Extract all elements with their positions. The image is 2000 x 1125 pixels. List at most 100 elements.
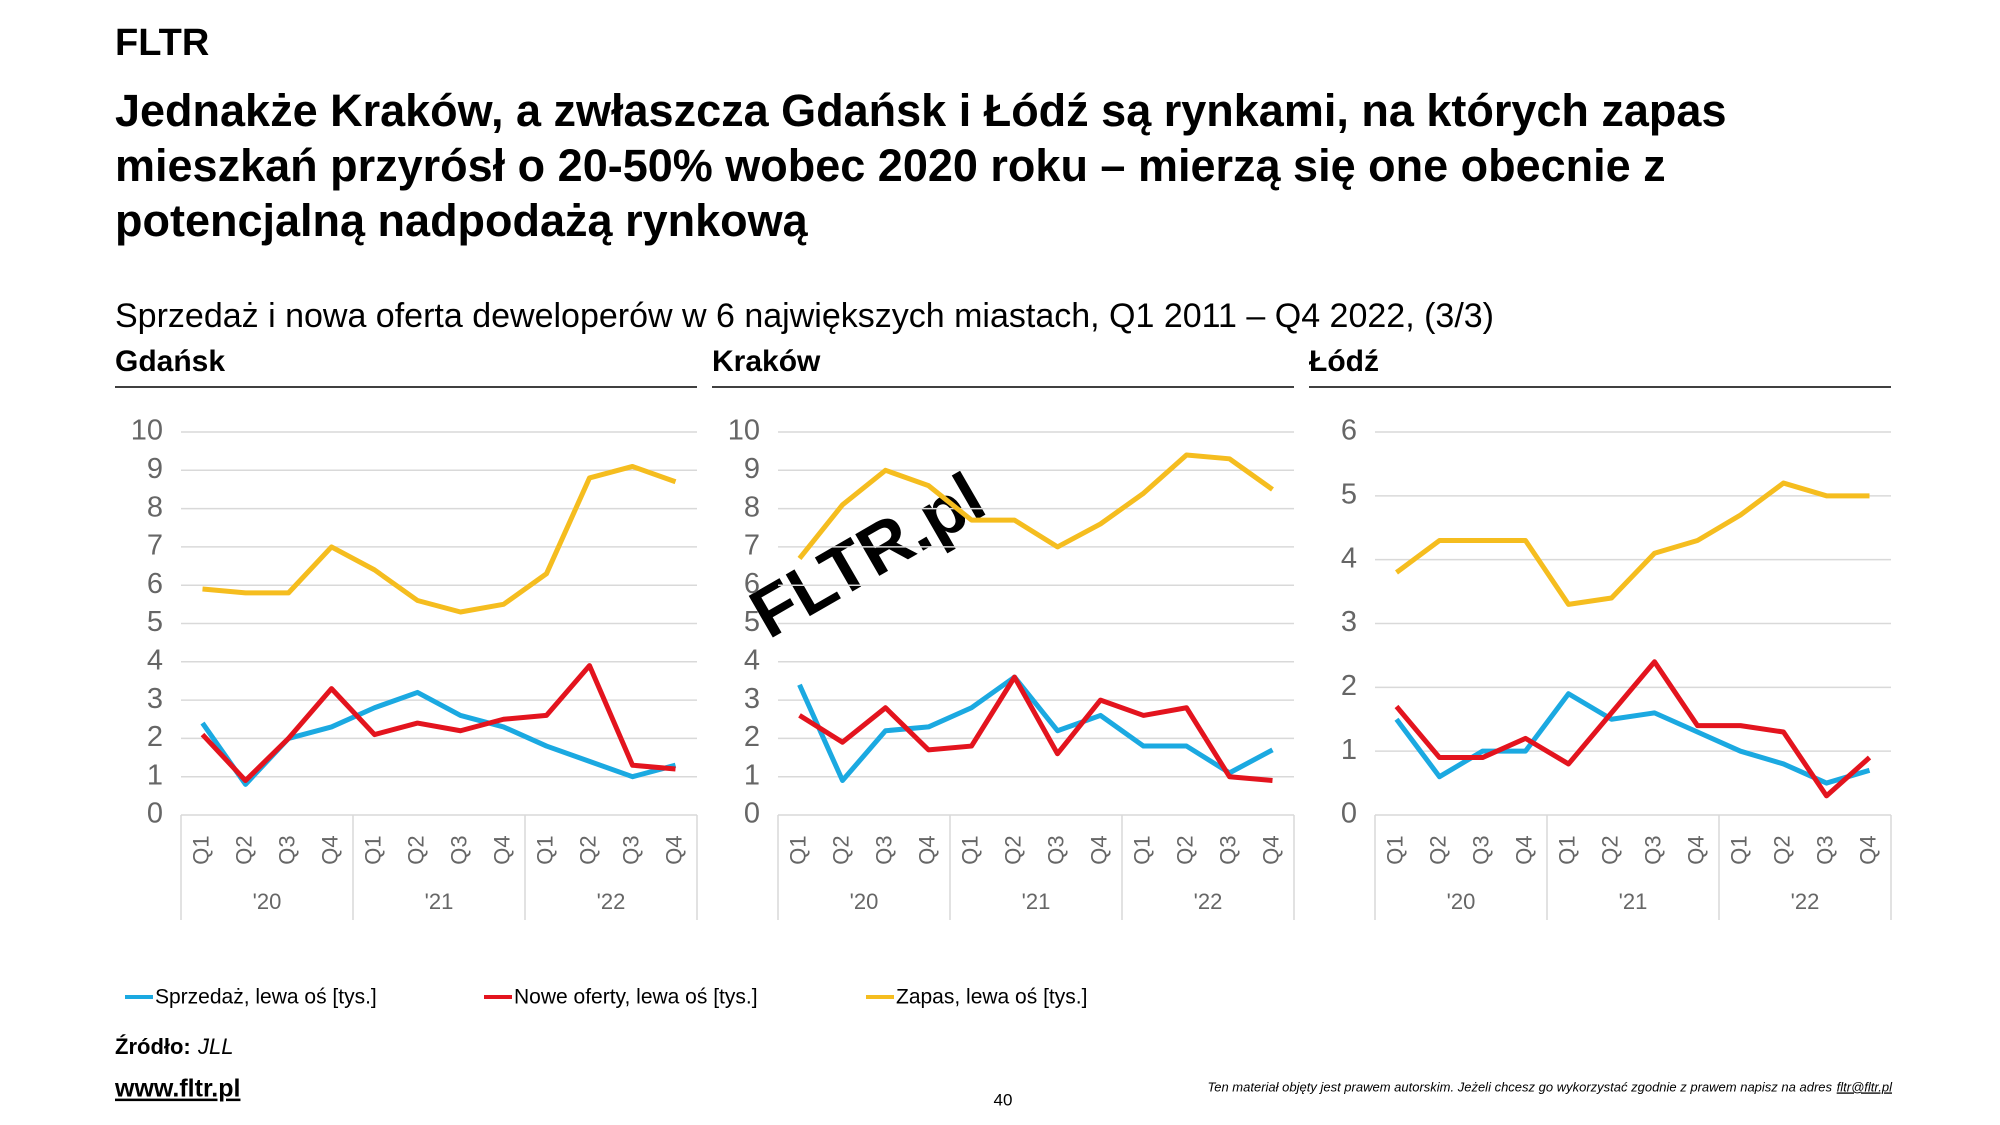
x-tick-label: Q3 [1043,835,1068,864]
x-tick-label: Q1 [532,835,557,864]
x-tick-label: Q2 [1000,835,1025,864]
x-tick-label: Q2 [1769,835,1794,864]
group-label: '21 [1619,889,1648,914]
legend-label: Sprzedaż, lewa oś [tys.] [155,986,377,1009]
y-tick-label: 0 [147,798,163,830]
copyright: Ten materiał objęty jest prawem autorski… [1207,1079,1832,1094]
legend-label: Nowe oferty, lewa oś [tys.] [514,986,758,1009]
y-tick-label: 4 [147,644,163,676]
group-label: '20 [253,889,282,914]
y-tick-label: 8 [147,491,163,523]
y-tick-label: 6 [1341,415,1357,447]
x-tick-label: Q2 [1172,835,1197,864]
x-tick-label: Q2 [575,835,600,864]
x-tick-label: Q1 [360,835,385,864]
y-tick-label: 8 [744,491,760,523]
x-tick-label: Q2 [231,835,256,864]
y-tick-label: 4 [744,644,760,676]
series-line [1394,659,1872,799]
source: JLL [197,1034,233,1059]
y-tick-label: 2 [1341,670,1357,702]
chart-title: Łódź [1309,345,1379,378]
group-label: '20 [1447,889,1476,914]
y-tick-label: 9 [147,453,163,485]
x-tick-label: Q3 [1812,835,1837,864]
x-tick-label: Q2 [1425,835,1450,864]
series-line [798,674,1273,784]
group-label: '22 [1791,889,1820,914]
x-tick-label: Q4 [1511,835,1536,864]
y-tick-label: 2 [147,721,163,753]
x-tick-label: Q4 [1855,835,1880,864]
y-tick-label: 5 [744,606,760,638]
y-tick-label: 4 [1341,542,1357,574]
x-tick-label: Q3 [1215,835,1240,864]
group-label: '21 [1022,889,1051,914]
y-tick-label: 5 [147,606,163,638]
y-tick-label: 1 [147,759,163,791]
y-tick-label: 0 [1341,798,1357,830]
group-label: '20 [850,889,879,914]
y-tick-label: 10 [131,415,163,447]
series-line [1395,480,1870,607]
website[interactable]: www.fltr.pl [114,1075,240,1103]
headline: Jednakże Kraków, a zwłaszcza Gdańsk i Łó… [115,85,1726,136]
y-tick-label: 3 [147,683,163,715]
x-tick-label: Q1 [1726,835,1751,864]
y-tick-label: 1 [1341,734,1357,766]
copyright-email[interactable]: fltr@fltr.pl [1837,1079,1893,1094]
x-tick-label: Q4 [317,835,342,864]
series-line [797,452,1274,560]
x-tick-label: Q4 [914,835,939,864]
page-number: 40 [994,1090,1013,1109]
y-tick-label: 1 [744,759,760,791]
series-line [797,674,1274,784]
y-tick-label: 10 [728,415,760,447]
series-line [200,663,676,784]
legend-label: Zapas, lewa oś [tys.] [896,986,1087,1009]
brand: FLTR [115,22,209,64]
x-tick-label: Q2 [828,835,853,864]
headline: potencjalną nadpodażą rynkową [115,195,809,246]
y-tick-label: 7 [147,530,163,562]
group-label: '22 [597,889,626,914]
x-tick-label: Q4 [489,835,514,864]
y-tick-label: 5 [1341,478,1357,510]
x-tick-label: Q3 [618,835,643,864]
y-tick-label: 2 [744,721,760,753]
group-label: '22 [1194,889,1223,914]
x-tick-label: Q4 [1258,835,1283,864]
y-tick-label: 0 [744,798,760,830]
chart-title: Kraków [712,345,821,378]
x-tick-label: Q3 [446,835,471,864]
y-tick-label: 6 [744,568,760,600]
source-label: Źródło: [115,1034,191,1059]
x-tick-label: Q1 [1129,835,1154,864]
x-tick-label: Q4 [1683,835,1708,864]
x-tick-label: Q1 [1554,835,1579,864]
group-label: '21 [425,889,454,914]
x-tick-label: Q3 [871,835,896,864]
y-tick-label: 6 [147,568,163,600]
headline: mieszkań przyrósł o 20-50% wobec 2020 ro… [115,140,1666,191]
y-tick-label: 3 [744,683,760,715]
x-tick-label: Q1 [188,835,213,864]
x-tick-label: Q1 [785,835,810,864]
x-tick-label: Q2 [1597,835,1622,864]
series-line [202,463,677,615]
y-tick-label: 9 [744,453,760,485]
x-tick-label: Q3 [1640,835,1665,864]
x-tick-label: Q4 [661,835,686,864]
y-tick-label: 7 [744,530,760,562]
y-tick-label: 3 [1341,606,1357,638]
subtitle: Sprzedaż i nowa oferta deweloperów w 6 n… [115,297,1494,335]
x-tick-label: Q3 [1468,835,1493,864]
x-tick-label: Q3 [274,835,299,864]
x-tick-label: Q4 [1086,835,1111,864]
x-tick-label: Q1 [957,835,982,864]
x-tick-label: Q2 [403,835,428,864]
series-line [1394,691,1871,786]
x-tick-label: Q1 [1382,835,1407,864]
chart-title: Gdańsk [115,345,225,378]
